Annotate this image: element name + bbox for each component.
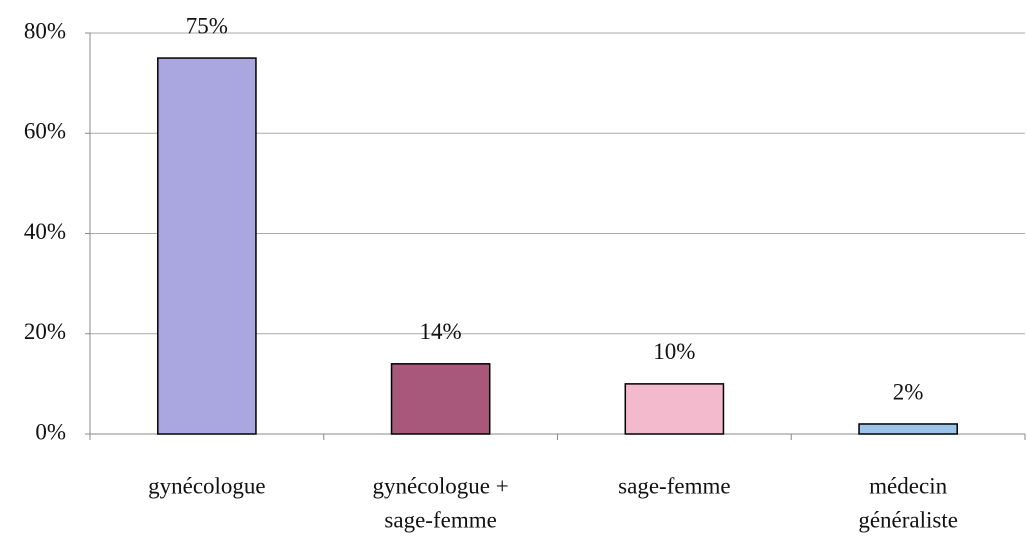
y-tick-label: 80% [24, 18, 66, 43]
value-label: 2% [893, 379, 924, 404]
y-tick-label: 0% [35, 419, 66, 444]
x-tick-label: sage-femme [618, 473, 730, 498]
value-label: 14% [420, 319, 462, 344]
bar [390, 363, 491, 435]
bar [157, 57, 257, 435]
value-label: 75% [186, 13, 228, 38]
value-label: 10% [653, 339, 695, 364]
y-tick-label: 40% [24, 219, 66, 244]
x-tick-label: médecin [869, 473, 947, 498]
bar [858, 423, 958, 435]
x-tick-label: généraliste [858, 507, 958, 532]
x-tick-label: gynécologue [148, 473, 266, 498]
bar [624, 383, 725, 435]
y-tick-label: 60% [24, 119, 66, 144]
y-tick-label: 20% [24, 319, 66, 344]
x-tick-label: gynécologue + [373, 473, 509, 498]
x-tick-label: sage-femme [384, 507, 496, 532]
